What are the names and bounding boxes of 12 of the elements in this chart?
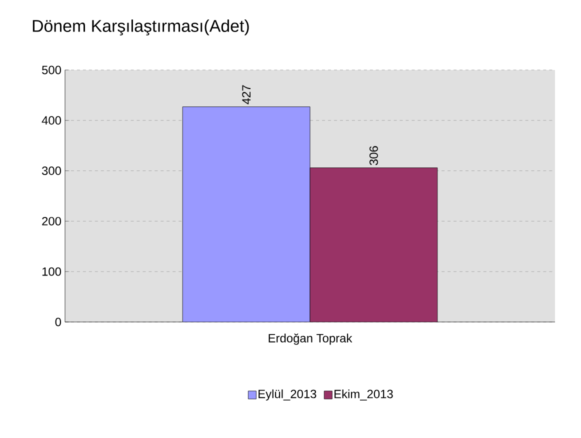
y-tick-label: 500: [42, 66, 62, 74]
legend-label: Eylül_2013: [258, 389, 316, 401]
y-tick-label: 200: [42, 216, 62, 226]
y-tick-label: 300: [42, 166, 62, 176]
data-label: 427: [242, 85, 250, 104]
data-label: 306: [369, 146, 378, 166]
legend-label: Ekim_2013: [334, 389, 393, 401]
y-tick-label: 0: [55, 318, 62, 326]
chart-title: Dönem Karşılaştırması(Adet): [32, 20, 249, 36]
y-tick-label: 100: [42, 267, 62, 276]
x-tick-label: Erdoğan Toprak: [268, 334, 352, 345]
y-tick-label: 400: [42, 116, 62, 125]
